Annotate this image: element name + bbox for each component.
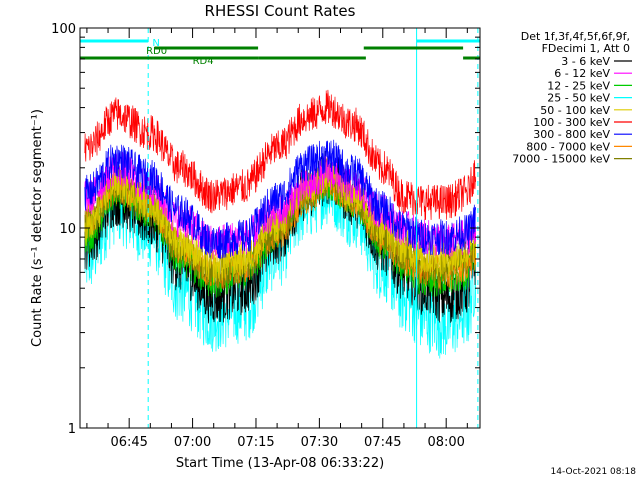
state-bar-label-rd4: RD4 [193, 56, 214, 67]
footer-timestamp: 14-Oct-2021 08:18 [551, 467, 637, 477]
x-tick-label-5: 08:00 [427, 435, 464, 450]
y-axis-label: Count Rate (s⁻¹ detector segment⁻¹) [30, 109, 45, 347]
x-tick-label-0: 06:45 [110, 435, 147, 450]
state-bar-label-n: N [152, 38, 159, 49]
legend-title-line-2: FDecimi 1, Att 0 [542, 42, 630, 55]
legend-label-0: 3 - 6 keV [561, 55, 610, 68]
x-tick-label-2: 07:15 [237, 435, 274, 450]
state-bar-label-rd0: RD0 [146, 46, 167, 57]
legend: Det 1f,3f,4f,5f,6f,9f, FDecimi 1, Att 0 … [512, 30, 632, 166]
legend-label-3: 25 - 50 keV [547, 92, 610, 105]
y-tick-label-1: 1 [68, 422, 76, 437]
series-line-5 [84, 89, 477, 220]
legend-label-5: 100 - 300 keV [533, 116, 610, 129]
legend-label-2: 12 - 25 keV [547, 79, 610, 92]
chart-title: RHESSI Count Rates [205, 2, 356, 20]
series-line-6 [84, 139, 477, 259]
axes: 1 10 100 06:45 07:00 07:15 07:30 07:45 08:00 [51, 22, 480, 450]
legend-title-line-1: Det 1f,3f,4f,5f,6f,9f, [521, 30, 630, 43]
legend-label-4: 50 - 100 keV [540, 104, 610, 117]
legend-label-1: 6 - 12 keV [554, 67, 610, 80]
legend-label-7: 800 - 7000 keV [526, 140, 610, 153]
legend-label-6: 300 - 800 keV [533, 128, 610, 141]
x-tick-label-3: 07:30 [301, 435, 338, 450]
x-tick-label-4: 07:45 [364, 435, 401, 450]
x-tick-label-1: 07:00 [174, 435, 211, 450]
x-axis-label: Start Time (13-Apr-08 06:33:22) [176, 456, 384, 471]
legend-label-8: 7000 - 15000 keV [512, 153, 610, 166]
y-tick-label-10: 10 [59, 222, 76, 237]
y-tick-label-100: 100 [51, 22, 76, 37]
